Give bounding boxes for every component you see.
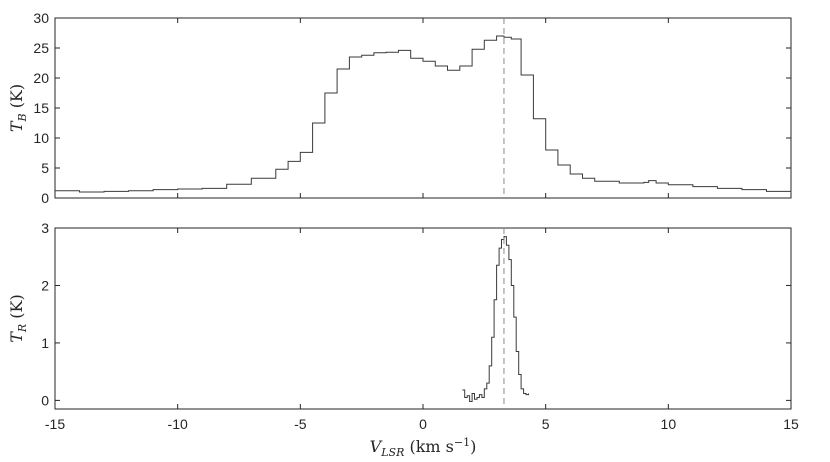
top-spectrum-line [55,35,792,193]
top-ytick-label: 20 [33,70,49,86]
top-ylabel-subscript: B [16,113,29,122]
bottom-plot-frame [54,227,792,410]
x-axis-label-unit-sup: −1 [454,436,470,449]
bottom-xtick-label: 15 [783,416,799,432]
bottom-xtick-label: -5 [294,416,307,432]
top-ylabel-unit: (K) [7,84,26,114]
x-axis-label: VLSR (km s−1) [370,436,477,459]
top-ylabel: TB (K) [7,84,29,132]
top-ytick-label: 0 [41,190,49,206]
top-plot-frame [54,17,792,199]
top-ylabel-symbol: T [7,120,26,132]
bottom-ytick-label: 3 [41,220,49,236]
bottom-ylabel-symbol: T [7,331,26,343]
x-axis-label-subscript: LSR [380,446,404,459]
x-axis-label-unit: (km s [404,437,454,456]
bottom-xtick-label: 5 [542,416,550,432]
bottom-ytick-label: 1 [41,335,49,351]
bottom-xtick-label: 10 [661,416,677,432]
top-ytick-label: 25 [33,40,49,56]
bottom-ytick-label: 2 [41,277,49,293]
x-axis-label-unit-end: ) [470,437,476,456]
bottom-panel-radiation-temperature: 0 1 2 3 -15 -10 -5 0 5 10 15 TR (K) VLSR (km s−1) [7,220,799,459]
top-panel-brightness-temperature: 0 5 10 15 20 25 30 TB (K) [7,10,792,206]
bottom-ylabel-unit: (K) [7,294,26,324]
bottom-ylabel-subscript: R [16,324,29,333]
top-ytick-label: 10 [33,130,49,146]
bottom-ylabel: TR (K) [7,294,29,343]
top-ytick-label: 5 [41,160,49,176]
bottom-spectrum-line [462,236,529,402]
x-axis-label-symbol: V [370,437,383,456]
bottom-ytick-label: 0 [41,392,49,408]
top-ytick-label: 30 [33,10,49,26]
bottom-xtick-label: -15 [45,416,65,432]
bottom-xtick-label: 0 [419,416,427,432]
bottom-xtick-label: -10 [168,416,188,432]
top-ytick-label: 15 [33,100,49,116]
